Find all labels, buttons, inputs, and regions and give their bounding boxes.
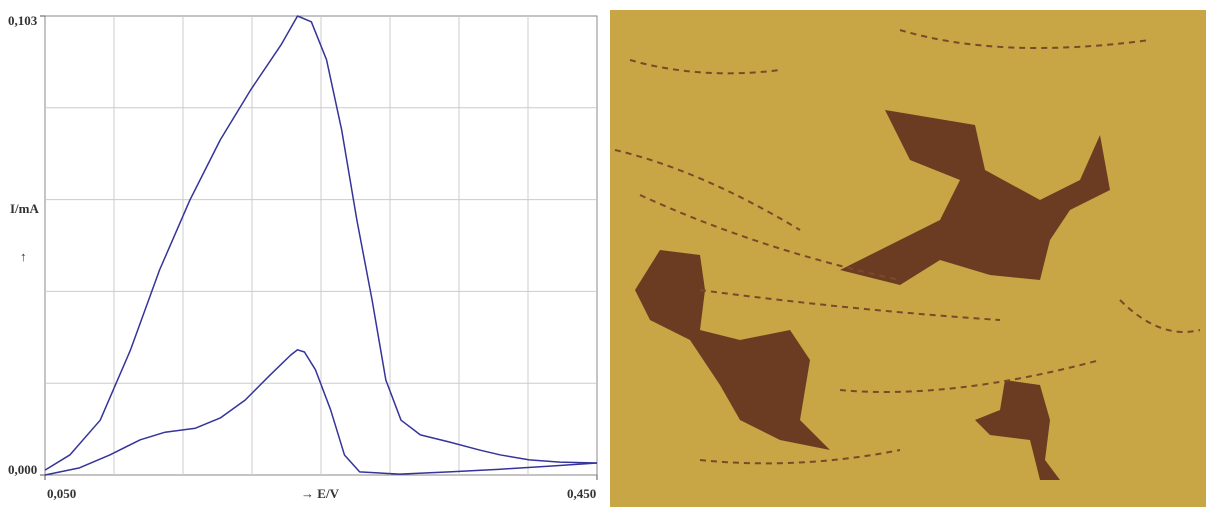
y-tick-label: 0,000 — [8, 462, 37, 477]
line-series — [44, 349, 598, 476]
line-series — [44, 15, 598, 471]
y-tick-label: 0,103 — [8, 13, 38, 28]
micrograph — [610, 10, 1206, 507]
x-axis-label: → E/V — [301, 486, 340, 501]
x-tick-label: 0,050 — [47, 486, 76, 501]
y-axis-label: I/mA — [10, 201, 40, 216]
y-axis-arrow: ↑ — [20, 249, 27, 264]
x-tick-label: 0,450 — [567, 486, 596, 501]
